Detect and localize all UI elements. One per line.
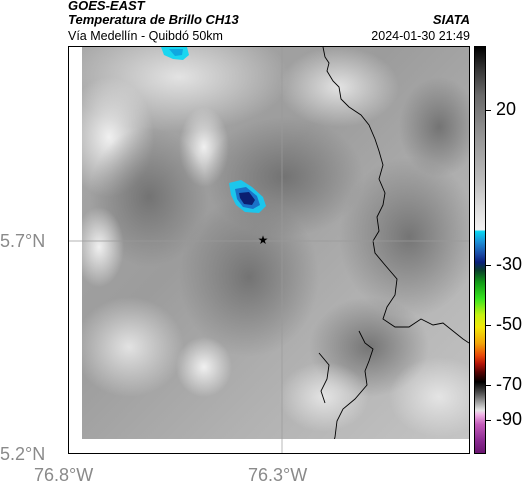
border-branch — [318, 352, 330, 404]
colorbar-label-minus-70: -70 — [496, 374, 523, 394]
temperature-colorbar — [474, 46, 486, 454]
lon-label-76-3: 76.3°W — [248, 465, 308, 485]
organization-label: SIATA — [432, 12, 470, 27]
colorbar-tick — [486, 420, 491, 421]
cold-cloud-top-north — [161, 47, 189, 60]
lat-label-5-2: 5.2°N — [0, 444, 46, 464]
colorbar-label-minus-50: -50 — [496, 314, 523, 334]
brightness-field — [69, 47, 469, 439]
lat-label-5-7: 5.7°N — [0, 231, 46, 251]
colorbar-label-minus-90: -90 — [496, 409, 523, 429]
colorbar-tick — [486, 325, 491, 326]
product-title: Temperatura de Brillo CH13 — [68, 12, 239, 27]
timestamp: 2024-01-30 21:49 — [371, 29, 470, 43]
colorbar-label-minus-30: -30 — [496, 254, 523, 274]
colorbar-label-20: 20 — [496, 99, 517, 119]
route-subtitle: Vía Medellín - Quibdó 50km — [68, 29, 223, 43]
map-canvas: ★ — [69, 47, 469, 453]
border-line — [322, 47, 469, 344]
satellite-name: GOES-EAST — [68, 0, 145, 13]
satellite-map[interactable]: ★ — [68, 46, 470, 454]
star-icon: ★ — [258, 233, 269, 247]
border-line-south — [330, 330, 374, 453]
colorbar-tick — [486, 110, 491, 111]
colorbar-tick — [486, 385, 491, 386]
cold-cloud-top-center — [229, 180, 266, 213]
colorbar-tick — [486, 265, 491, 266]
lon-label-76-8: 76.8°W — [34, 465, 94, 485]
